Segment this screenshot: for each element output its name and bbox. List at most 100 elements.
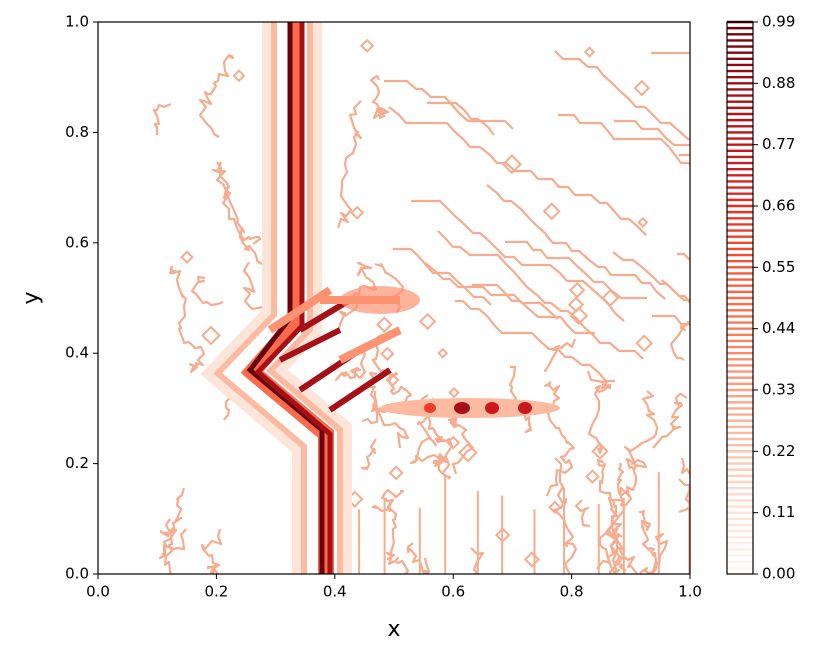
contour-line	[388, 106, 647, 236]
contour-line	[472, 283, 595, 335]
contour-loop	[569, 306, 589, 326]
contour-line	[242, 261, 263, 311]
contour-loop	[458, 442, 478, 463]
contour-line	[543, 381, 576, 497]
contour-loop	[385, 373, 400, 387]
contour-line	[680, 457, 690, 491]
contour-line	[669, 321, 690, 361]
contour-line	[417, 394, 454, 480]
y-tick-label: 0.6	[65, 233, 89, 251]
contour-loop	[637, 216, 649, 228]
contour-loop	[448, 386, 460, 399]
contour-line	[639, 509, 658, 574]
colorbar-frame	[726, 21, 754, 575]
colorbar	[727, 20, 753, 576]
contour-line	[505, 240, 647, 300]
contour-line	[652, 392, 688, 449]
contour-loop	[585, 469, 600, 484]
contour-loop	[523, 551, 540, 568]
contour-line	[371, 501, 410, 574]
contour-line	[198, 53, 235, 138]
x-tick-label: 0.2	[204, 583, 228, 601]
contour-line	[422, 557, 431, 574]
contour-line	[614, 119, 690, 147]
contour-line	[336, 100, 363, 229]
contour-line	[211, 161, 262, 245]
y-tick-label: 0.0	[65, 565, 89, 583]
x-tick-label: 0.8	[560, 583, 584, 601]
contour-loop	[388, 465, 404, 481]
contour-line	[152, 102, 172, 135]
contour-line	[652, 314, 690, 326]
y-tick-label: 0.4	[65, 344, 89, 362]
contour-line	[545, 234, 666, 300]
contour-line	[384, 79, 514, 130]
plot-frame	[97, 21, 691, 575]
contour-line	[369, 74, 390, 120]
colorbar-tick-label: 0.33	[762, 381, 795, 399]
contour-field	[152, 22, 690, 574]
contour-line	[486, 184, 552, 242]
contour-loop	[591, 442, 609, 460]
contour-line	[679, 153, 690, 157]
colorbar-tick-label: 0.11	[762, 503, 795, 521]
y-tick-label: 0.2	[65, 454, 89, 472]
contour-line	[554, 50, 690, 141]
x-tick-label: 0.6	[441, 583, 465, 601]
x-tick-label: 0.0	[86, 583, 110, 601]
contour-line	[368, 371, 410, 449]
contour-loop	[376, 316, 393, 333]
contour-loop	[180, 250, 194, 264]
contour-line	[574, 499, 591, 528]
contour-line	[596, 458, 621, 573]
contour-line	[623, 390, 659, 470]
contour-line	[558, 113, 690, 167]
contour-line	[612, 251, 690, 302]
contour-line	[470, 547, 485, 574]
contour-line	[159, 487, 186, 559]
y-axis-label: y	[19, 291, 44, 304]
contour-loop	[633, 79, 651, 97]
contour-line	[200, 528, 223, 574]
contour-line	[552, 457, 578, 574]
contour-line	[455, 299, 615, 383]
contour-line	[380, 488, 405, 513]
contour-line	[678, 478, 690, 514]
contour-line	[608, 504, 623, 574]
colorbar-tick-label: 0.55	[762, 258, 795, 276]
contour-loop	[360, 38, 375, 53]
contour-line	[190, 275, 224, 307]
shock-band	[200, 22, 402, 574]
y-tick-label: 0.8	[65, 123, 89, 141]
colorbar-tick-label: 0.99	[762, 13, 795, 31]
contour-line	[360, 438, 377, 471]
contour-loop	[418, 312, 437, 331]
contour-line	[444, 407, 475, 475]
contour-loop	[548, 500, 562, 515]
contour-lines	[152, 38, 690, 574]
contour-line	[427, 101, 495, 136]
x-tick-label: 0.4	[323, 583, 347, 601]
contour-line	[639, 532, 669, 574]
contour-loop	[568, 281, 586, 299]
contour-loop	[200, 325, 221, 346]
colorbar-tick-label: 0.00	[762, 565, 795, 583]
contour-line	[411, 199, 625, 322]
contour-loop	[380, 346, 395, 362]
contour-loop	[635, 334, 654, 353]
contour-line	[163, 518, 174, 574]
contour-line	[543, 338, 577, 373]
contour-line	[424, 262, 559, 320]
x-axis-label: x	[387, 617, 400, 642]
x-tick-label: 1.0	[678, 583, 702, 601]
colorbar-tick-label: 0.77	[762, 135, 795, 153]
contour-line	[611, 462, 625, 509]
contour-loop	[501, 154, 522, 175]
contour-line	[393, 247, 492, 306]
contour-line	[168, 265, 206, 374]
contour-loop	[350, 205, 365, 220]
colorbar-tick-label: 0.88	[762, 74, 795, 92]
contour-line	[604, 525, 639, 574]
contour-line	[334, 351, 367, 382]
